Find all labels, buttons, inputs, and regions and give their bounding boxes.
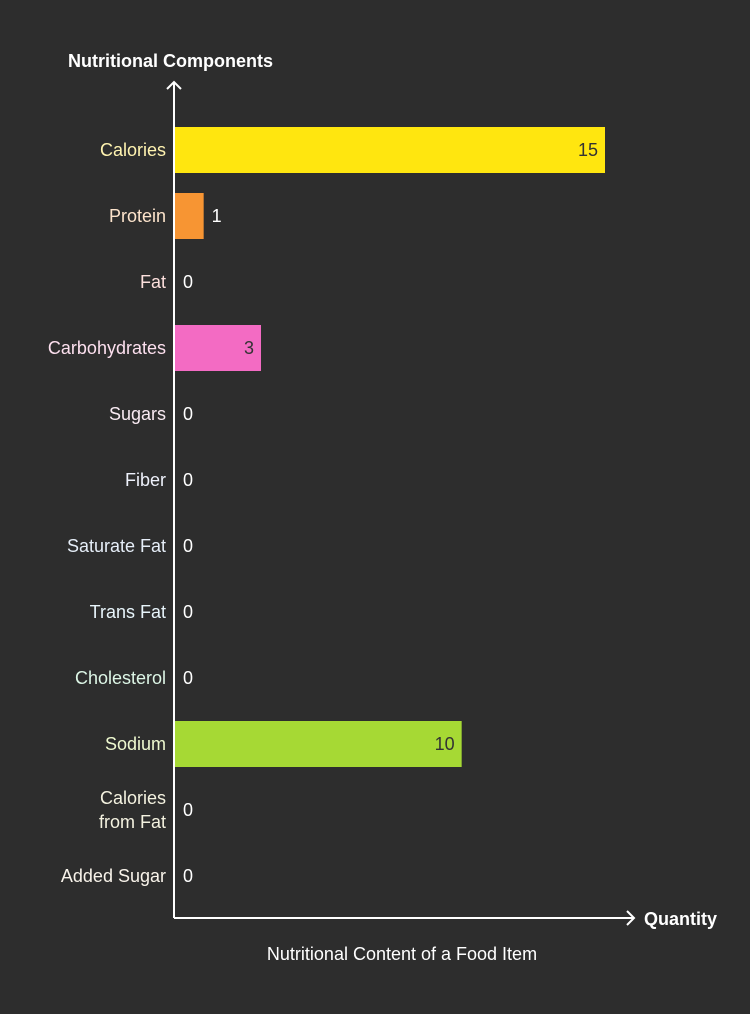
category-label-protein: Protein (109, 206, 166, 226)
category-label-added-sugar: Added Sugar (61, 866, 166, 886)
value-label-carbohydrates: 3 (244, 338, 254, 358)
category-label-fiber: Fiber (125, 470, 166, 490)
value-label-sugars: 0 (183, 404, 193, 424)
y-axis-title: Nutritional Components (68, 51, 273, 71)
category-label-cholesterol: Cholesterol (75, 668, 166, 688)
value-label-trans-fat: 0 (183, 602, 193, 622)
category-label-sugars: Sugars (109, 404, 166, 424)
bars-layer (175, 127, 605, 767)
category-label-calories: Calories (100, 140, 166, 160)
value-label-saturate-fat: 0 (183, 536, 193, 556)
value-label-sodium: 10 (435, 734, 455, 754)
value-label-calories: 15 (578, 140, 598, 160)
x-axis-arrow-icon (626, 910, 636, 926)
bar-protein (175, 193, 204, 239)
value-label-calories-from-fat: 0 (183, 800, 193, 820)
value-label-fat: 0 (183, 272, 193, 292)
chart-title: Nutritional Content of a Food Item (267, 944, 537, 964)
category-label-trans-fat: Trans Fat (90, 602, 166, 622)
category-label-sodium: Sodium (105, 734, 166, 754)
value-label-cholesterol: 0 (183, 668, 193, 688)
bar-sodium (175, 721, 462, 767)
category-labels: Calories Protein Fat Carbohydrates Sugars Fib… (48, 140, 166, 886)
category-label-calories-from-fat: Calories from Fat (99, 788, 166, 832)
axes (166, 80, 636, 926)
value-label-fiber: 0 (183, 470, 193, 490)
bar-calories (175, 127, 605, 173)
value-label-added-sugar: 0 (183, 866, 193, 886)
category-label-carbohydrates: Carbohydrates (48, 338, 166, 358)
y-axis-arrow-icon (166, 80, 182, 90)
category-label-fat: Fat (140, 272, 166, 292)
value-label-protein: 1 (212, 206, 222, 226)
category-label-saturate-fat: Saturate Fat (67, 536, 166, 556)
bar-carbohydrates (175, 325, 261, 371)
x-axis-title: Quantity (644, 909, 717, 929)
